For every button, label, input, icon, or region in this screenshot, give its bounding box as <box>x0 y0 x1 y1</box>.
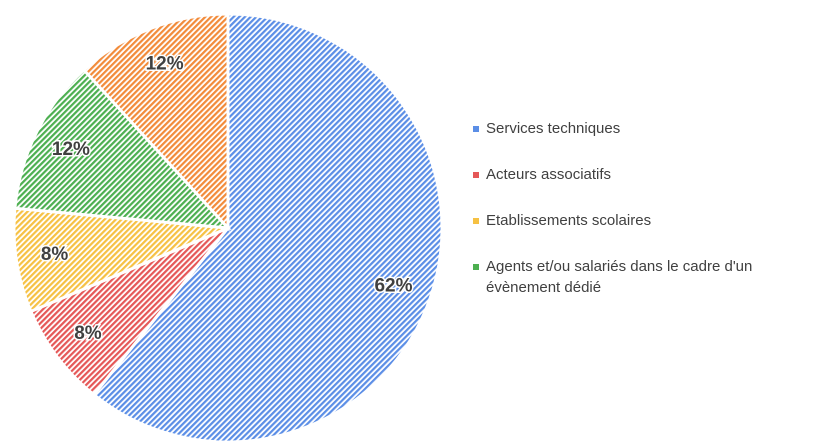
legend-swatch <box>473 218 479 224</box>
legend-label: Etablissements scolaires <box>486 212 652 229</box>
data-label: 8% <box>41 244 69 265</box>
legend-label: Acteurs associatifs <box>486 166 612 183</box>
data-label: 62% <box>374 275 412 296</box>
pie-slice <box>81 12 230 232</box>
pie-slice <box>13 67 232 230</box>
legend-item: Agents et/ou salariés dans le cadre d'un… <box>473 256 824 298</box>
legend-swatch <box>473 264 479 270</box>
legend-swatch <box>473 126 479 132</box>
data-label: 12% <box>146 53 184 74</box>
pie-slice <box>12 206 229 314</box>
pie: 62% 8% 8% 12% 12% <box>12 12 444 441</box>
legend-swatch <box>473 172 479 178</box>
legend-label: Services techniques <box>486 120 621 137</box>
legend-item: Services techniques <box>473 118 824 139</box>
legend-item: Etablissements scolaires <box>473 210 824 231</box>
data-label: 12% <box>52 139 90 160</box>
legend-item: Acteurs associatifs <box>473 164 824 185</box>
pie-slice <box>28 226 230 397</box>
legend: Services techniques Acteurs associatifs Et… <box>473 118 824 323</box>
legend-label: Agents et/ou salariés dans le cadre d'un… <box>486 258 753 296</box>
data-label: 8% <box>74 323 102 344</box>
